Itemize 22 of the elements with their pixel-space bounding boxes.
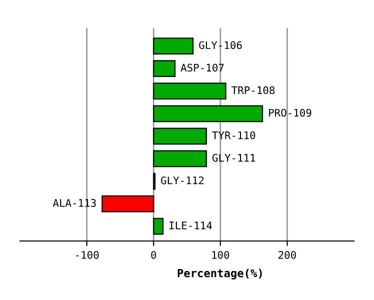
- y-tick-label: TRP-108: [232, 86, 275, 94]
- y-tick-label: TYR-110: [212, 131, 256, 140]
- x-tick-label: -100: [76, 250, 99, 259]
- y-tick-label: GLY-106: [199, 41, 242, 50]
- bar: [153, 105, 264, 122]
- y-tick-label: ILE-114: [170, 222, 212, 230]
- bar: [153, 82, 226, 100]
- y-tick-label: GLY-112: [161, 176, 204, 184]
- bar: [102, 195, 154, 212]
- x-tick-label: 0: [151, 250, 156, 259]
- x-tick-label: 100: [212, 250, 230, 259]
- y-tick-label: ALA-113: [52, 198, 96, 207]
- x-axis-title: Percentage(%): [178, 268, 262, 280]
- y-tick-label: GLY-111: [212, 154, 256, 162]
- bar: [153, 128, 207, 145]
- bar: [153, 150, 207, 168]
- x-tick-label: 200: [278, 250, 296, 259]
- bar: [153, 218, 164, 235]
- bar: [153, 38, 194, 54]
- y-tick-label: ASP-107: [180, 64, 224, 72]
- y-tick-label: PRO-109: [269, 108, 312, 117]
- bar: [153, 60, 176, 78]
